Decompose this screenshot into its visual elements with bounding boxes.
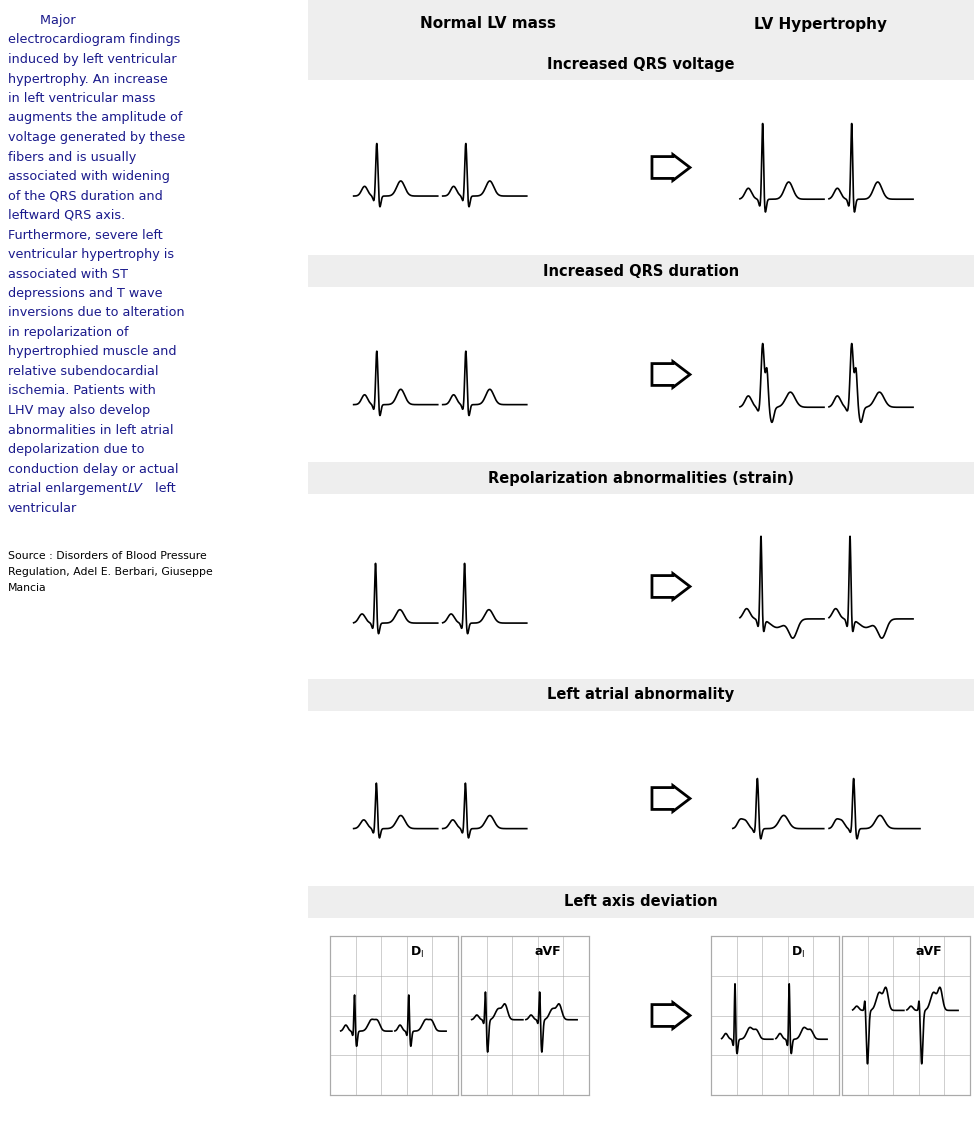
Text: associated with ST: associated with ST [8,267,128,281]
Bar [308,462,974,494]
Bar [308,0,974,48]
Text: Furthermore, severe left: Furthermore, severe left [8,228,163,242]
Text: Regulation, Adel E. Berbari, Giuseppe: Regulation, Adel E. Berbari, Giuseppe [8,567,212,577]
Text: LV: LV [128,482,143,495]
Text: aVF: aVF [535,945,561,958]
Text: Left axis deviation: Left axis deviation [564,894,718,910]
Text: atrial enlargement.: atrial enlargement. [8,482,135,495]
Text: Mancia: Mancia [8,583,47,593]
Text: Major: Major [8,14,76,27]
Bar [842,936,970,1095]
Text: Increased QRS duration: Increased QRS duration [543,264,739,278]
Bar [308,48,974,80]
Text: Left atrial abnormality: Left atrial abnormality [547,687,734,702]
Text: Normal LV mass: Normal LV mass [420,17,556,32]
Bar [0,0,308,1136]
Text: ventricular hypertrophy is: ventricular hypertrophy is [8,248,174,261]
Polygon shape [652,574,690,600]
Text: Repolarization abnormalities (strain): Repolarization abnormalities (strain) [488,470,794,485]
Text: depolarization due to: depolarization due to [8,443,144,456]
Text: in repolarization of: in repolarization of [8,326,129,339]
Polygon shape [652,154,690,181]
Text: hypertrophy. An increase: hypertrophy. An increase [8,73,168,85]
Text: fibers and is usually: fibers and is usually [8,150,136,164]
Text: electrocardiogram findings: electrocardiogram findings [8,33,180,47]
Text: of the QRS duration and: of the QRS duration and [8,190,163,202]
Bar [711,936,839,1095]
Text: leftward QRS axis.: leftward QRS axis. [8,209,126,222]
Bar [308,679,974,711]
Text: depressions and T wave: depressions and T wave [8,287,163,300]
Text: induced by left ventricular: induced by left ventricular [8,53,176,66]
Polygon shape [652,1002,690,1028]
Bar [308,254,974,287]
Text: relative subendocardial: relative subendocardial [8,365,159,378]
Text: conduction delay or actual: conduction delay or actual [8,462,178,476]
Text: augments the amplitude of: augments the amplitude of [8,111,182,125]
Text: D$_\mathrm{I}$: D$_\mathrm{I}$ [410,945,424,960]
Text: associated with widening: associated with widening [8,170,169,183]
Polygon shape [652,785,690,811]
Text: voltage generated by these: voltage generated by these [8,131,185,144]
Text: ventricular: ventricular [8,501,77,515]
Text: in left ventricular mass: in left ventricular mass [8,92,156,105]
Text: LHV may also develop: LHV may also develop [8,404,150,417]
Text: Increased QRS voltage: Increased QRS voltage [547,57,734,72]
Text: Source : Disorders of Blood Pressure: Source : Disorders of Blood Pressure [8,551,206,561]
Bar [461,936,589,1095]
Text: hypertrophied muscle and: hypertrophied muscle and [8,345,176,359]
Polygon shape [652,361,690,387]
Text: inversions due to alteration: inversions due to alteration [8,307,185,319]
Text: left: left [151,482,175,495]
Text: ischemia. Patients with: ischemia. Patients with [8,384,156,398]
Text: LV Hypertrophy: LV Hypertrophy [754,17,887,32]
Text: abnormalities in left atrial: abnormalities in left atrial [8,424,173,436]
Text: D$_\mathrm{I}$: D$_\mathrm{I}$ [791,945,805,960]
Bar [308,886,974,918]
Text: aVF: aVF [916,945,942,958]
Bar [330,936,458,1095]
